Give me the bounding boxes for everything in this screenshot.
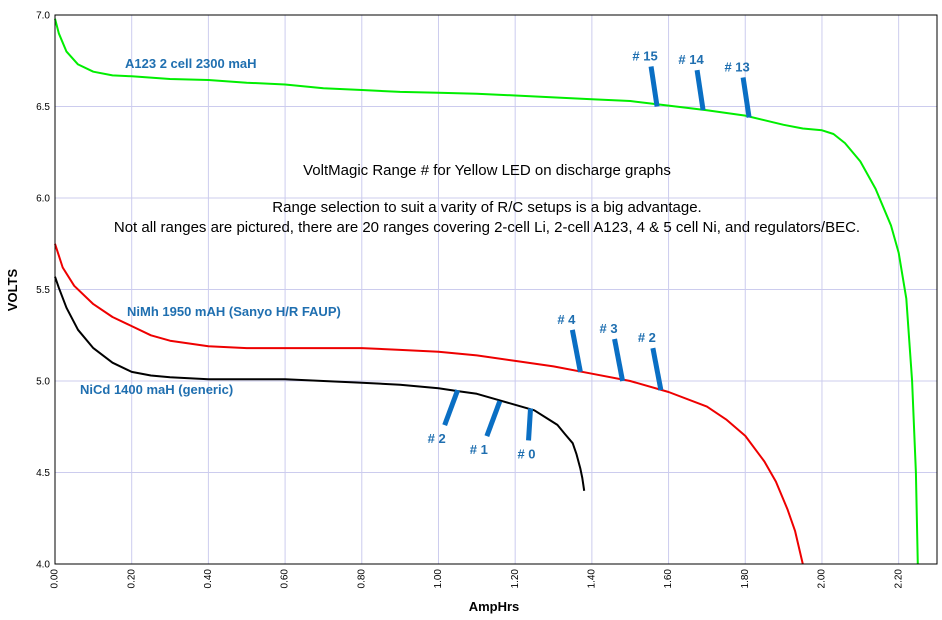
annotation-line-1: Range selection to suit a varity of R/C …	[272, 199, 701, 216]
x-tick-label: 1.40	[587, 569, 598, 589]
series-label-nicd: NiCd 1400 maH (generic)	[80, 382, 233, 397]
x-axis-ticks: 0.00 0.20 0.40 0.60 0.80 1.00 1.20 1.40 1.60 1.80…	[50, 569, 905, 589]
x-axis-title: AmpHrs	[469, 599, 520, 614]
y-axis-ticks: 4.0 4.5 5.0 5.5 6.0 6.5 7.0	[36, 11, 50, 571]
series-line-a123	[54, 18, 919, 565]
series-label-nimh: NiMh 1950 mAH (Sanyo H/R FAUP)	[127, 304, 341, 319]
range-marker-bar	[694, 69, 706, 111]
y-tick-label: 5.0	[36, 377, 50, 388]
range-marker-label: # 2	[428, 431, 446, 446]
series-lines	[54, 18, 919, 565]
range-marker-bar	[612, 338, 626, 382]
range-marker-bar	[740, 77, 752, 118]
range-marker-label: # 0	[517, 446, 535, 461]
range-marker-bar	[569, 329, 583, 373]
range-marker-label: # 3	[600, 321, 618, 336]
series-label-a123: A123 2 cell 2300 maH	[125, 56, 257, 71]
plot-frame	[54, 14, 938, 565]
x-tick-label: 1.00	[433, 569, 444, 589]
range-markers: # 15 # 14 # 13 # 4 # 3 # 2 # 2 # 1 # 0	[428, 49, 752, 461]
range-marker-bar	[526, 408, 534, 441]
x-tick-label: 0.20	[126, 569, 137, 589]
y-axis-title: VOLTS	[5, 268, 20, 311]
chart-title: VoltMagic Range # for Yellow LED on disc…	[303, 162, 671, 179]
x-tick-label: 0.60	[280, 569, 291, 589]
range-marker-bar	[484, 400, 503, 438]
y-tick-label: 4.5	[36, 468, 50, 479]
range-marker-label: # 15	[632, 49, 657, 64]
series-line-nicd	[54, 276, 586, 491]
annotation-line-2: Not all ranges are pictured, there are 2…	[114, 219, 860, 236]
range-marker-bar	[442, 389, 460, 427]
y-tick-label: 6.5	[36, 102, 50, 113]
series-line-nimh	[54, 243, 804, 565]
y-tick-label: 7.0	[36, 11, 50, 22]
range-marker-label: # 2	[638, 330, 656, 345]
x-tick-label: 2.20	[893, 569, 904, 589]
range-marker-label: # 1	[470, 442, 488, 457]
x-tick-label: 2.00	[817, 569, 828, 589]
range-marker-bar	[648, 66, 660, 107]
range-marker-bar	[650, 347, 664, 391]
x-tick-label: 0.00	[50, 569, 61, 589]
x-tick-label: 1.80	[740, 569, 751, 589]
y-tick-label: 6.0	[36, 194, 50, 205]
range-marker-label: # 4	[557, 312, 576, 327]
x-tick-label: 1.20	[510, 569, 521, 589]
y-tick-label: 5.5	[36, 285, 50, 296]
x-tick-label: 0.80	[356, 569, 367, 589]
y-tick-label: 4.0	[36, 560, 50, 571]
range-marker-label: # 14	[678, 52, 704, 67]
x-tick-label: 0.40	[203, 569, 214, 589]
range-marker-label: # 13	[724, 59, 749, 74]
x-tick-label: 1.60	[663, 569, 674, 589]
